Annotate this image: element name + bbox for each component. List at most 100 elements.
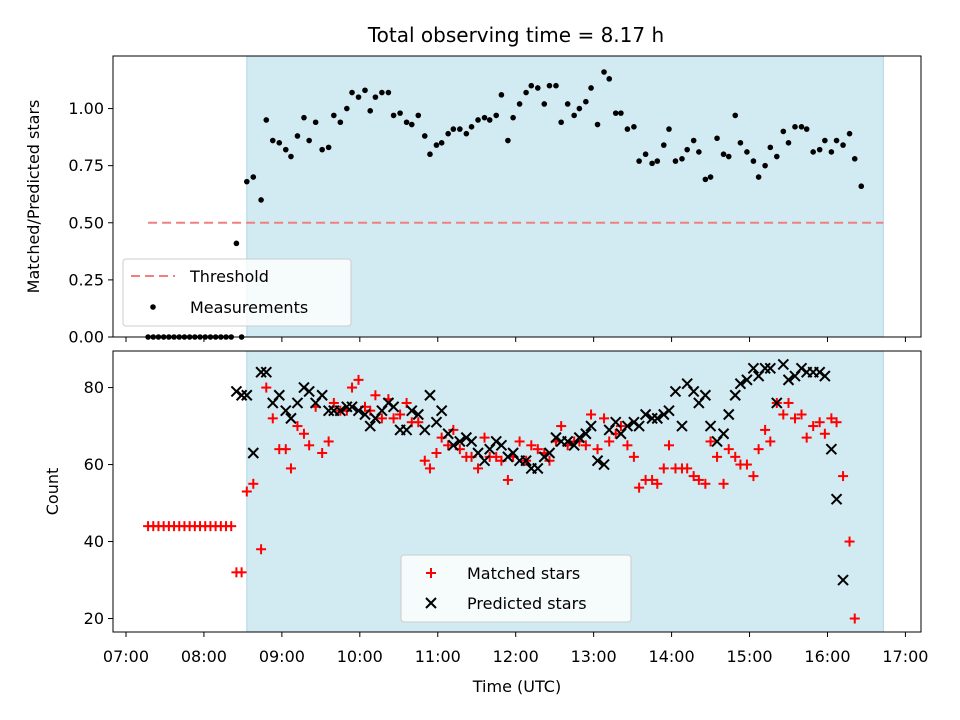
measurement-point bbox=[498, 92, 505, 98]
predicted-star-point-b bbox=[585, 420, 597, 432]
top-y-tick-label: 0.00 bbox=[68, 328, 104, 347]
matched-star-point bbox=[424, 463, 435, 474]
predicted-star-point bbox=[580, 428, 592, 440]
measurement-point bbox=[851, 156, 858, 162]
predicted-star-point-b bbox=[364, 420, 376, 432]
matched-star-point bbox=[808, 421, 819, 432]
measurement-point bbox=[263, 117, 270, 123]
measurement-point bbox=[385, 89, 392, 96]
measurement-point bbox=[510, 114, 516, 121]
matched-star-point bbox=[285, 463, 296, 474]
predicted-star-point-b bbox=[241, 389, 253, 401]
measurement-point bbox=[707, 174, 714, 180]
predicted-star-point-b bbox=[699, 389, 712, 401]
matched-star-point bbox=[723, 444, 734, 455]
measurement-point bbox=[750, 158, 757, 164]
matched-star-point bbox=[634, 482, 645, 493]
measurement-point bbox=[798, 124, 805, 130]
measurement-point bbox=[601, 69, 607, 75]
predicted-star-point-b bbox=[717, 428, 730, 440]
matched-star-point bbox=[604, 436, 615, 447]
predicted-star-point bbox=[704, 420, 717, 432]
measurement-point bbox=[301, 114, 307, 121]
predicted-star-point bbox=[235, 389, 248, 401]
predicted-star-point-b bbox=[610, 416, 622, 428]
predicted-star-point bbox=[729, 389, 741, 401]
matched-star-point bbox=[796, 409, 807, 420]
predicted-star-point bbox=[734, 378, 747, 390]
predicted-star-point bbox=[280, 404, 292, 417]
predicted-star-point-b bbox=[520, 454, 532, 467]
predicted-star-point bbox=[723, 408, 735, 421]
matched-star-point bbox=[267, 413, 278, 424]
predicted-star-point-b bbox=[303, 385, 315, 398]
matched-star-point bbox=[826, 413, 837, 424]
measurement-point bbox=[433, 142, 440, 148]
matched-star-point bbox=[256, 544, 267, 555]
predicted-star-point-b bbox=[532, 462, 544, 475]
matched-star-point bbox=[783, 397, 794, 408]
measurement-point bbox=[774, 153, 780, 160]
matched-star-point bbox=[831, 417, 842, 428]
legend-threshold-label: Threshold bbox=[189, 267, 269, 286]
predicted-star-point-b bbox=[741, 374, 753, 386]
matched-star-point bbox=[765, 436, 776, 447]
predicted-star-point bbox=[255, 366, 267, 378]
measurement-point bbox=[792, 124, 798, 130]
matched-star-point bbox=[248, 478, 259, 489]
predicted-star-point-b bbox=[639, 408, 652, 421]
measurement-point bbox=[803, 126, 810, 132]
matched-star-point bbox=[705, 436, 716, 447]
matched-star-point bbox=[532, 444, 543, 455]
measurement-point bbox=[367, 108, 374, 114]
x-tick-label: 17:00 bbox=[882, 647, 928, 666]
predicted-star-point bbox=[591, 454, 604, 467]
measurement-point bbox=[840, 142, 846, 148]
bottom-legend: Matched stars Predicted stars bbox=[400, 554, 632, 623]
predicted-star-point-b bbox=[580, 428, 592, 440]
matched-star-point bbox=[280, 444, 291, 455]
measurement-point bbox=[337, 119, 344, 126]
matched-star-point bbox=[700, 478, 711, 489]
predicted-star-point bbox=[646, 412, 658, 425]
measurement-point bbox=[372, 94, 379, 100]
predicted-star-point-b bbox=[406, 404, 418, 417]
predicted-star-point-b bbox=[285, 412, 297, 425]
matched-star-point bbox=[526, 440, 537, 451]
x-tick-label: 11:00 bbox=[415, 647, 461, 666]
predicted-star-point bbox=[669, 385, 682, 398]
predicted-star-point bbox=[346, 401, 358, 413]
matched-star-point bbox=[514, 436, 525, 447]
bottom-y-tick-label: 20 bbox=[84, 609, 104, 628]
matched-star-point bbox=[479, 432, 490, 443]
predicted-star-point bbox=[543, 447, 556, 459]
matched-star-point bbox=[814, 417, 825, 428]
measurement-point bbox=[463, 130, 470, 137]
predicted-star-point bbox=[819, 370, 831, 382]
top-legend: Threshold Measurements bbox=[122, 258, 352, 327]
measurement-point bbox=[269, 137, 276, 144]
matched-star-point bbox=[801, 432, 812, 443]
predicted-star-point bbox=[478, 454, 491, 467]
predicted-star-point-b bbox=[573, 431, 586, 444]
measurement-point bbox=[636, 158, 642, 164]
matched-star-point bbox=[628, 451, 639, 462]
measurement-point bbox=[755, 174, 762, 180]
predicted-star-point-b bbox=[830, 493, 843, 505]
matched-star-point bbox=[663, 440, 674, 451]
x-tick-label: 08:00 bbox=[181, 647, 227, 666]
predicted-star-point-b bbox=[316, 389, 328, 401]
predicted-star-point bbox=[663, 404, 675, 417]
legend-predicted-label: Predicted stars bbox=[467, 594, 587, 613]
predicted-star-point-b bbox=[777, 358, 790, 371]
matched-star-point bbox=[789, 413, 800, 424]
matched-star-point bbox=[693, 474, 704, 485]
predicted-star-point-b bbox=[764, 362, 777, 375]
predicted-star-point-b bbox=[591, 454, 604, 467]
measurement-point bbox=[767, 144, 774, 151]
top-x-ticks bbox=[125, 337, 906, 342]
measurement-point bbox=[282, 146, 289, 153]
top-panel: 0.00 0.25 0.50 0.75 1.00 Matched/Predicted s… bbox=[24, 55, 922, 347]
predicted-star-point bbox=[435, 404, 448, 417]
measurement-point bbox=[233, 240, 240, 247]
